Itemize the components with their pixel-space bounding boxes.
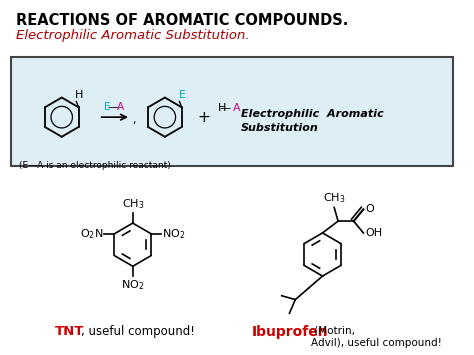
- Text: REACTIONS OF AROMATIC COMPOUNDS.: REACTIONS OF AROMATIC COMPOUNDS.: [16, 13, 348, 28]
- Text: O$_2$N: O$_2$N: [80, 227, 103, 241]
- Text: A: A: [233, 103, 241, 113]
- Text: H: H: [218, 103, 226, 113]
- Text: (E—A is an electrophilic reactant): (E—A is an electrophilic reactant): [19, 161, 171, 170]
- Text: Electrophilic  Aromatic
Substitution: Electrophilic Aromatic Substitution: [241, 109, 383, 133]
- Text: Ibuprofen: Ibuprofen: [252, 325, 328, 339]
- Text: CH$_3$: CH$_3$: [121, 197, 144, 211]
- Text: —: —: [219, 103, 231, 113]
- Text: H: H: [75, 91, 84, 100]
- Text: +: +: [197, 110, 210, 125]
- Text: ,: ,: [132, 115, 135, 125]
- Text: Electrophilic Aromatic Substitution.: Electrophilic Aromatic Substitution.: [16, 29, 250, 42]
- Text: CH$_3$: CH$_3$: [323, 192, 346, 206]
- Text: —: —: [108, 102, 118, 112]
- Text: (Motrin,
Advil), useful compound!: (Motrin, Advil), useful compound!: [311, 325, 442, 348]
- Text: NO$_2$: NO$_2$: [121, 278, 145, 292]
- Text: , useful compound!: , useful compound!: [81, 325, 195, 338]
- Text: A: A: [117, 102, 124, 112]
- Text: NO$_2$: NO$_2$: [162, 227, 185, 241]
- Text: OH: OH: [365, 228, 383, 238]
- Text: TNT: TNT: [55, 325, 84, 338]
- Text: O: O: [365, 204, 374, 214]
- Text: E: E: [104, 102, 111, 112]
- Text: E: E: [179, 91, 185, 100]
- FancyBboxPatch shape: [11, 57, 453, 166]
